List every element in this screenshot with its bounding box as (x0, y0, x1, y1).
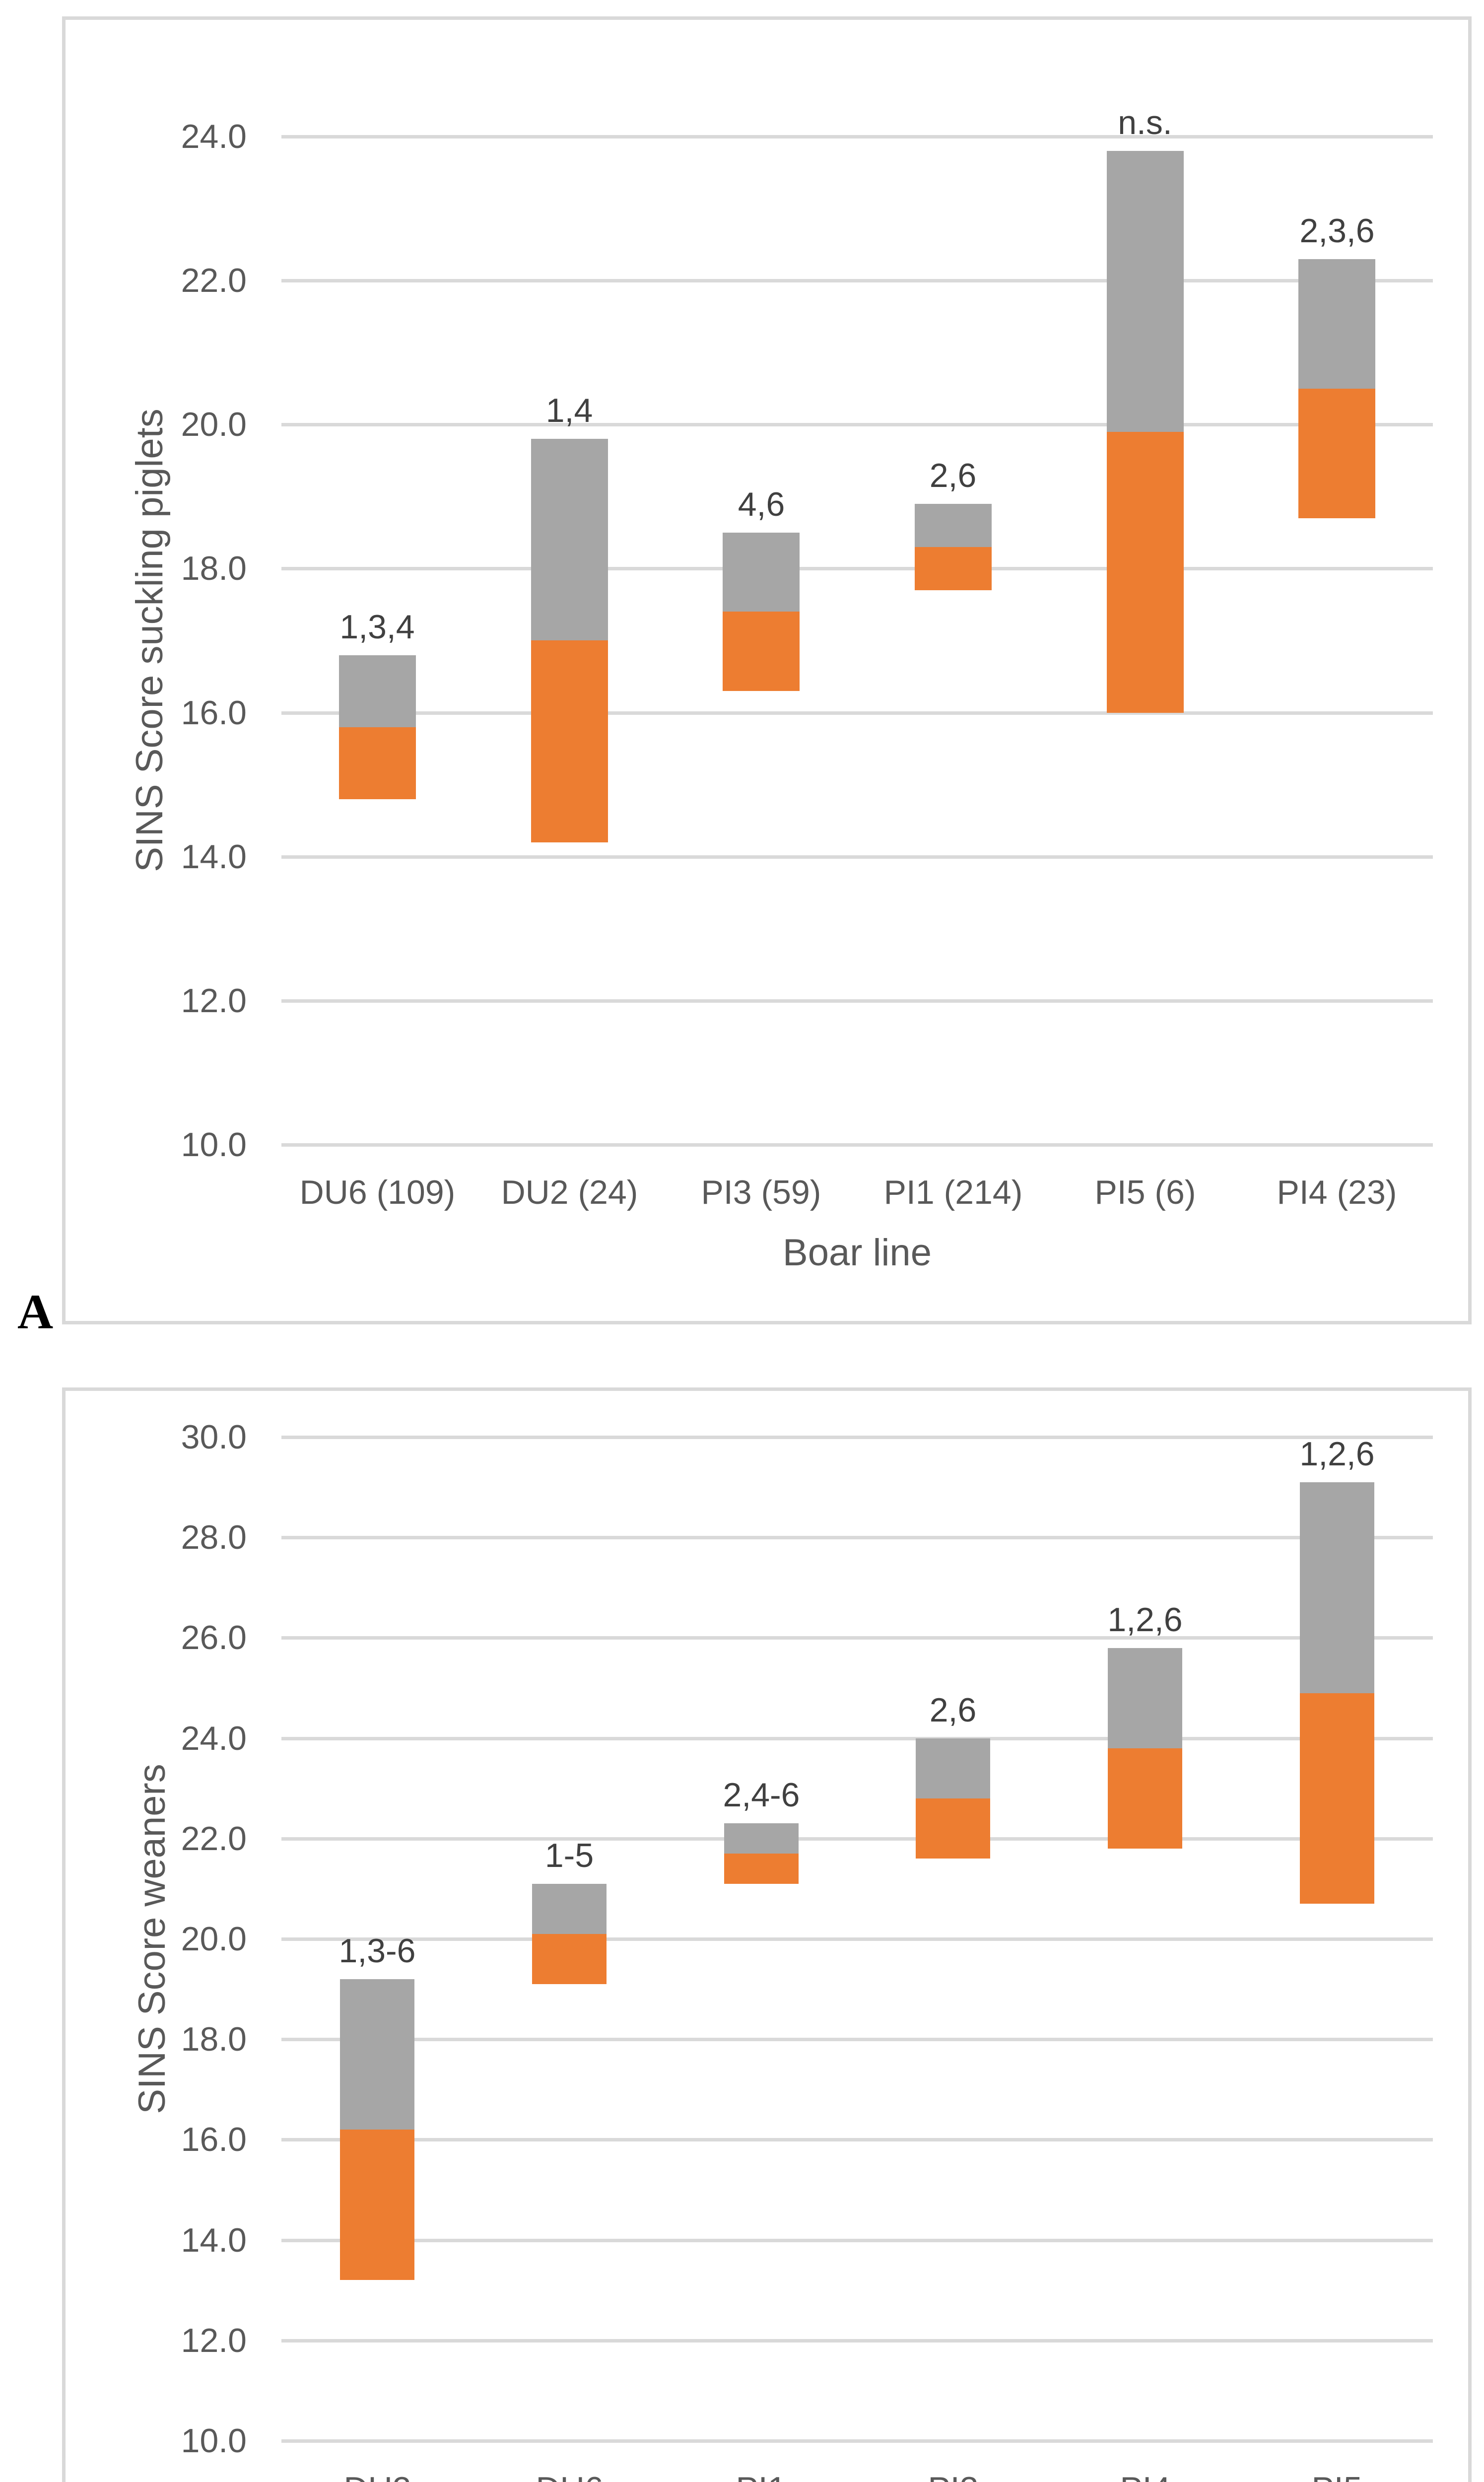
bar-segment-orange-lower (723, 612, 800, 691)
y-axis-tick-label: 22.0 (181, 262, 247, 299)
x-axis-category-label: DU2 (24) (501, 1173, 638, 1211)
gridline (281, 1536, 1433, 1539)
y-axis-tick-label: 20.0 (181, 406, 247, 443)
bar-significance-label: 1,3-6 (338, 1932, 416, 1970)
y-axis-title: SINS Score suckling piglets (129, 409, 171, 872)
bar-segment-orange-lower (724, 1854, 799, 1884)
y-axis-tick-label: 18.0 (181, 2020, 247, 2058)
bar-segment-gray-upper (723, 533, 800, 612)
x-axis-category-label: PI3 (59) (701, 1173, 821, 1211)
gridline (281, 1937, 1433, 1941)
y-axis-title: SINS Score weaners (131, 1764, 173, 2114)
y-axis-tick-label: 16.0 (181, 2121, 247, 2158)
y-axis-tick-label: 12.0 (181, 2322, 247, 2359)
bar-segment-gray-upper (531, 439, 608, 640)
bar-segment-gray-upper (339, 655, 416, 727)
bar-segment-orange-lower (531, 640, 608, 842)
gridline (281, 423, 1433, 426)
bar-significance-label: 1,4 (545, 392, 593, 429)
y-axis-tick-label: 26.0 (181, 1619, 247, 1656)
gridline (281, 855, 1433, 859)
bar-segment-orange-lower (339, 727, 416, 799)
y-axis-tick-label: 20.0 (181, 1920, 247, 1958)
y-axis-tick-label: 16.0 (181, 694, 247, 732)
gridline (281, 1436, 1433, 1439)
x-axis-category-label: PI3 (857, 2469, 1049, 2482)
gridline (281, 2138, 1433, 2141)
gridline (281, 1837, 1433, 1841)
gridline (281, 279, 1433, 282)
bar-significance-label: 1,3,4 (339, 608, 415, 646)
bar-segment-orange-lower (916, 1798, 990, 1859)
x-axis-title: Boar line (783, 1232, 932, 1274)
bar-segment-gray-upper (916, 1738, 990, 1798)
bar-significance-label: 1,2,6 (1107, 1601, 1183, 1639)
x-axis-category-label: PI4 (23) (1277, 1173, 1397, 1211)
bar-segment-gray-upper (1108, 1648, 1182, 1748)
bar-significance-label: 2,3,6 (1299, 212, 1375, 250)
bar-significance-label: 1-5 (544, 1837, 594, 1874)
bar-significance-label: 2,4-6 (723, 1776, 800, 1814)
bar-significance-label: 1,2,6 (1299, 1435, 1375, 1473)
x-axis-category-label: PI4 (1049, 2469, 1241, 2482)
bar-segment-orange-lower (1107, 432, 1184, 713)
y-axis-tick-label: 18.0 (181, 550, 247, 587)
x-axis-category-label: PI5 (6) (1094, 1173, 1196, 1211)
gridline (281, 1143, 1433, 1147)
x-axis-category-label: DU2 (281, 2469, 473, 2482)
y-axis-tick-label: 24.0 (181, 118, 247, 155)
x-axis-category-label: PI1 (214) (883, 1173, 1023, 1211)
chart-panel-b: 30.0 28.0 26.0 24.0 22.0 20.0 18.0 16.0 14.0 12.0… (62, 1387, 1472, 2482)
panel-letter-a: A (17, 1284, 54, 1339)
y-axis-tick-label: 22.0 (181, 1820, 247, 1858)
bar-significance-label: 4,6 (738, 485, 785, 523)
bar-segment-orange-lower (1108, 1748, 1182, 1849)
bar-significance-label: 2,6 (929, 457, 977, 494)
chart-b-weaners: 30.0 28.0 26.0 24.0 22.0 20.0 18.0 16.0 14.0 12.0… (66, 1391, 1468, 2482)
gridline (281, 999, 1433, 1003)
bar-segment-orange-lower (1300, 1693, 1374, 1904)
chart-panel-a: 24.0 22.0 20.0 18.0 16.0 14.0 12.0 10.0 1,3,4 DU6… (62, 16, 1472, 1324)
bar-segment-orange-lower (915, 547, 992, 590)
gridline (281, 711, 1433, 715)
gridline (281, 1636, 1433, 1640)
x-axis-category-label: PI1 (665, 2469, 857, 2482)
gridline (281, 2038, 1433, 2041)
bar-segment-gray-upper (915, 504, 992, 547)
y-axis-tick-label: 10.0 (181, 2422, 247, 2460)
y-axis-tick-label: 24.0 (181, 1720, 247, 1757)
bar-segment-gray-upper (340, 1979, 414, 2130)
y-axis-tick-label: 12.0 (181, 982, 247, 1020)
bar-segment-gray-upper (1300, 1482, 1374, 1693)
x-axis-category-label: PI5 (1241, 2469, 1433, 2482)
gridline (281, 1737, 1433, 1740)
bar-segment-gray-upper (1107, 151, 1184, 432)
bar-significance-label: n.s. (1118, 104, 1172, 141)
chart-a-suckling-piglets: 24.0 22.0 20.0 18.0 16.0 14.0 12.0 10.0 1,3,4 DU6… (66, 20, 1468, 1321)
gridline (281, 2239, 1433, 2242)
gridline (281, 567, 1433, 570)
x-axis-category-label: DU6 (109) (299, 1173, 456, 1211)
gridline (281, 135, 1433, 138)
bar-segment-gray-upper (1298, 259, 1375, 389)
y-axis-tick-label: 30.0 (181, 1418, 247, 1456)
y-axis-tick-label: 10.0 (181, 1126, 247, 1164)
bar-segment-gray-upper (532, 1884, 607, 1934)
y-axis-tick-label: 14.0 (181, 2221, 247, 2259)
x-axis-category-label: DU6 (473, 2469, 666, 2482)
bar-significance-label: 2,6 (929, 1691, 977, 1729)
gridline (281, 2339, 1433, 2343)
bar-segment-orange-lower (1298, 389, 1375, 518)
y-axis-tick-label: 14.0 (181, 838, 247, 876)
bar-segment-orange-lower (340, 2130, 414, 2280)
y-axis-tick-label: 28.0 (181, 1518, 247, 1556)
bar-segment-orange-lower (532, 1934, 607, 1984)
gridline (281, 2439, 1433, 2443)
bar-segment-gray-upper (724, 1823, 799, 1854)
